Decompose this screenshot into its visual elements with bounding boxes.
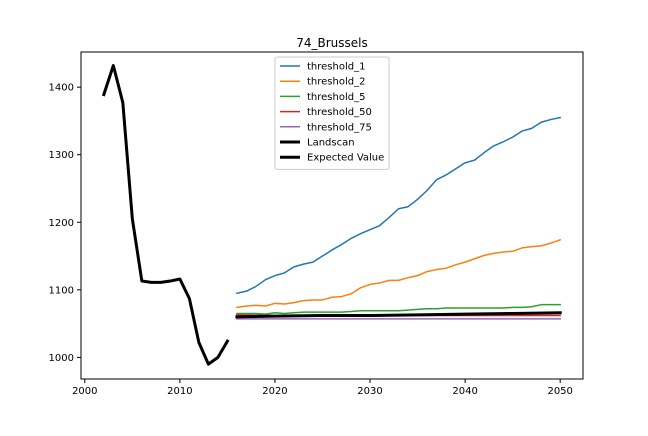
x-axis: 2000 2010 2020 2030 2040 2050 <box>72 379 573 397</box>
legend-entry: threshold_50 <box>307 107 372 118</box>
y-tick-label: 1400 <box>49 83 74 94</box>
chart-title: 74_Brussels <box>296 36 368 50</box>
series-line-threshold-5 <box>236 303 561 315</box>
series-line-threshold-2 <box>236 238 562 309</box>
legend-entry: Expected Value <box>307 153 384 164</box>
y-tick-label: 1000 <box>49 353 74 364</box>
axes-frame <box>80 51 584 380</box>
legend-entry: Landscan <box>307 138 355 149</box>
plot-area <box>101 64 562 366</box>
x-tick-label: 2040 <box>452 386 477 397</box>
legend-box <box>274 56 390 170</box>
legend-entry: threshold_5 <box>307 92 365 103</box>
series-line-landscan <box>101 64 230 366</box>
legend-entry: threshold_1 <box>307 62 365 73</box>
x-tick-label: 2020 <box>262 386 287 397</box>
legend: threshold_1 threshold_2 threshold_5thresho… <box>274 56 390 170</box>
legend-entry: threshold_2 <box>307 77 365 88</box>
x-tick-label: 2010 <box>167 386 192 397</box>
legend-entry: threshold_75 <box>307 122 372 133</box>
y-tick-label: 1300 <box>49 150 74 161</box>
x-tick-label: 2030 <box>357 386 382 397</box>
series-line-threshold-1 <box>236 116 562 295</box>
y-tick-label: 1200 <box>49 218 74 229</box>
x-tick-label: 2050 <box>547 386 572 397</box>
x-tick-label: 2000 <box>72 386 97 397</box>
series-line-expected-value <box>235 311 562 319</box>
y-axis: 1000 1100 1200 1300 1400 <box>49 83 81 364</box>
y-tick-label: 1100 <box>49 285 74 296</box>
